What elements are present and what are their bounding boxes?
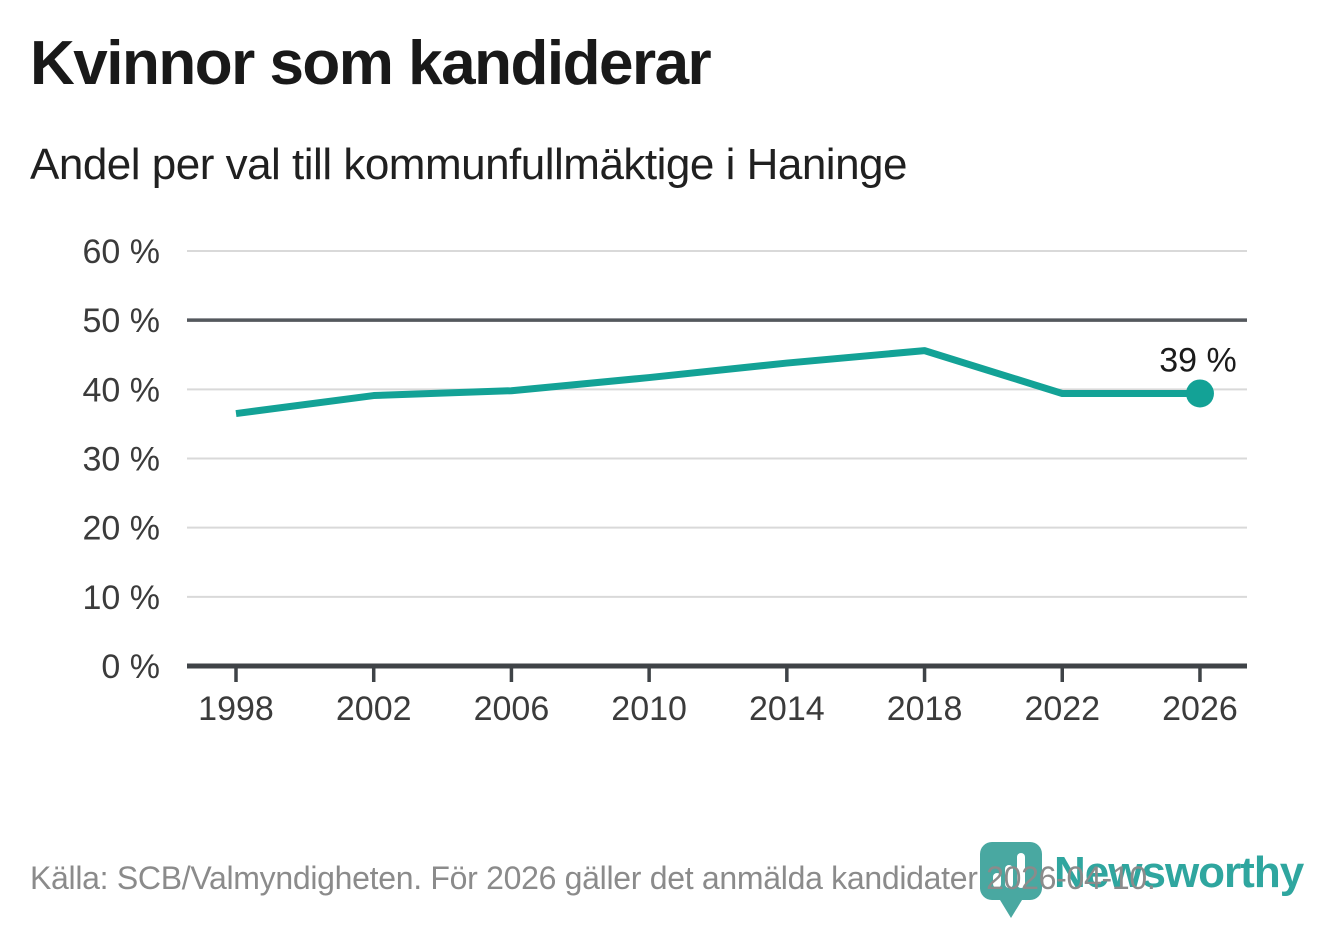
- chart-subtitle: Andel per val till kommunfullmäktige i H…: [30, 140, 907, 189]
- x-tick-label-2026: 2026: [1162, 690, 1238, 728]
- bar-tall: [1017, 853, 1025, 888]
- newsworthy-wordmark: Newsworthy: [1054, 848, 1304, 897]
- y-tick-label-60: 60 %: [83, 233, 161, 271]
- bar-small: [993, 873, 1001, 888]
- x-tick-label-2002: 2002: [336, 690, 412, 728]
- x-tick-label-2006: 2006: [474, 690, 550, 728]
- x-tick-label-2022: 2022: [1024, 690, 1100, 728]
- y-tick-label-20: 20 %: [83, 510, 161, 548]
- y-tick-label-40: 40 %: [83, 371, 161, 409]
- end-point-label: 39 %: [1159, 341, 1237, 379]
- end-point-dot: [1185, 379, 1214, 408]
- y-tick-label-30: 30 %: [83, 440, 161, 478]
- y-tick-label-10: 10 %: [83, 579, 161, 617]
- newsworthy-logo: Newsworthy: [980, 842, 1304, 918]
- x-tick-label-1998: 1998: [198, 690, 274, 728]
- y-tick-label-50: 50 %: [83, 302, 161, 340]
- bar-medium: [1005, 865, 1013, 888]
- trend-line: [235, 347, 1200, 418]
- source-note: Källa: SCB/Valmyndigheten. För 2026 gäll…: [30, 860, 1156, 896]
- x-tick-label-2010: 2010: [611, 690, 687, 728]
- x-tick-label-2018: 2018: [887, 690, 963, 728]
- y-tick-label-0: 0 %: [101, 648, 160, 686]
- x-tick-label-2014: 2014: [749, 690, 825, 728]
- chart-title: Kvinnor som kandiderar: [30, 29, 712, 98]
- newsworthy-pin-icon: [980, 842, 1042, 918]
